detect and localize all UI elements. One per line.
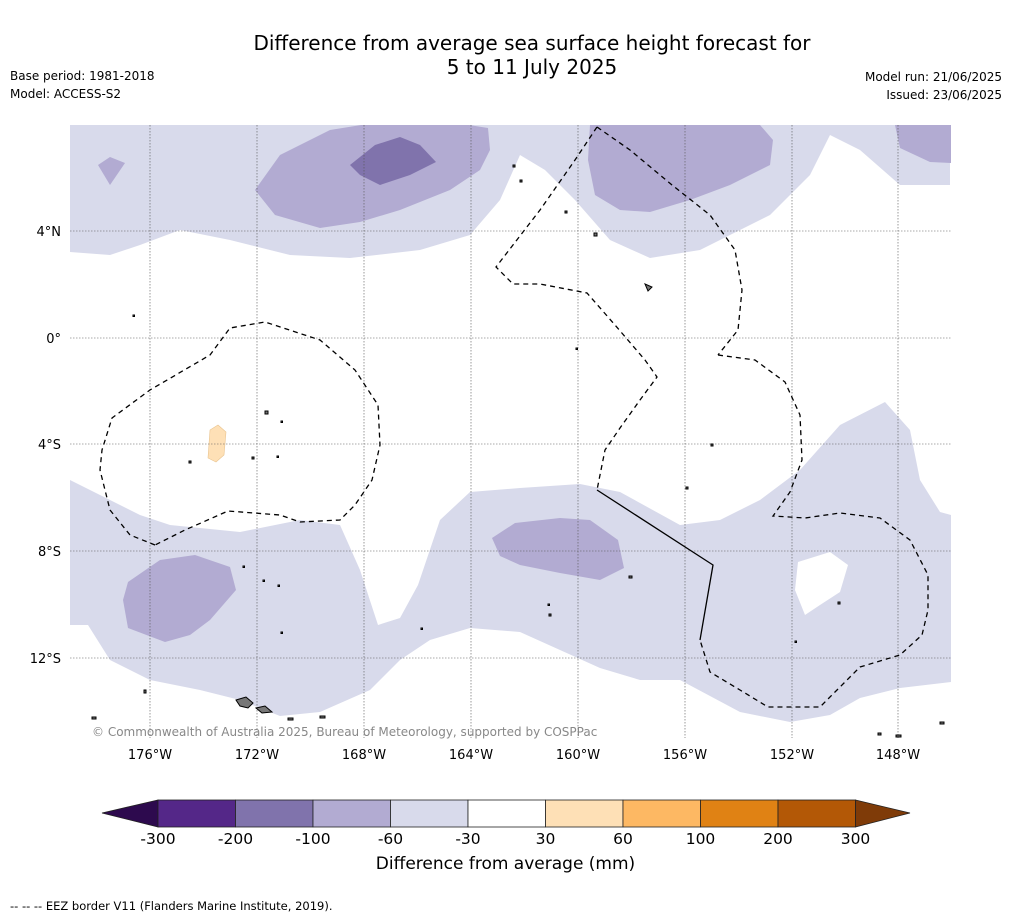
lon-labels: 176°W 172°W 168°W 164°W 160°W 156°W 152°… bbox=[128, 748, 920, 763]
model-run: Model run: 21/06/2025 bbox=[864, 70, 1002, 84]
lat-label: 0° bbox=[46, 332, 61, 347]
right-metadata: Model run: 21/06/2025 Issued: 23/06/2025 bbox=[865, 68, 1002, 104]
issued-date: Issued: 23/06/2025 bbox=[886, 88, 1002, 102]
lon-label: 152°W bbox=[770, 748, 814, 763]
islands bbox=[91, 164, 945, 738]
contour-positive bbox=[207, 424, 227, 463]
contour-mid-c bbox=[895, 125, 951, 163]
lon-label: 148°W bbox=[876, 748, 920, 763]
copyright-notice: © Commonwealth of Australia 2025, Bureau… bbox=[92, 725, 597, 739]
colorbar-segment bbox=[157, 799, 236, 828]
colorbar-tick: -30 bbox=[455, 830, 480, 848]
eez-border-solid bbox=[596, 489, 714, 641]
contour-mid-d bbox=[98, 157, 125, 185]
contour-dark bbox=[350, 137, 436, 185]
sea-height-contours bbox=[70, 125, 951, 722]
colorbar-segment bbox=[622, 799, 701, 828]
model-name: Model: ACCESS-S2 bbox=[10, 87, 122, 101]
lon-label: 176°W bbox=[128, 748, 172, 763]
colorbar-segment bbox=[467, 799, 546, 828]
eez-border-central bbox=[596, 126, 743, 356]
lat-label: 8°S bbox=[38, 545, 61, 560]
lat-label: 4°S bbox=[38, 438, 61, 453]
colorbar-tick: -100 bbox=[295, 830, 330, 848]
eez-border-west bbox=[99, 321, 381, 546]
colorbar-extend-low bbox=[101, 799, 159, 828]
colorbar-extend-high bbox=[855, 799, 911, 828]
colorbar bbox=[101, 799, 911, 828]
lat-label: 4°N bbox=[37, 225, 62, 240]
colorbar-tick: -60 bbox=[378, 830, 403, 848]
island-large-b bbox=[254, 705, 274, 714]
contour-hole bbox=[795, 552, 848, 615]
colorbar-tick: 30 bbox=[536, 830, 556, 848]
left-metadata: Base period: 1981-2018 Model: ACCESS-S2 bbox=[10, 67, 155, 103]
contour-mid-e bbox=[123, 555, 236, 642]
contour-mid-f bbox=[492, 518, 624, 580]
lon-label: 164°W bbox=[449, 748, 493, 763]
eez-border-east bbox=[699, 354, 929, 708]
colorbar-ticks: -300 -200 -100 -60 -30 30 60 100 200 300 bbox=[140, 830, 870, 848]
colorbar-tick: 300 bbox=[841, 830, 871, 848]
title-line-2: 5 to 11 July 2025 bbox=[446, 55, 618, 79]
colorbar-segment bbox=[545, 799, 624, 828]
colorbar-segment bbox=[777, 799, 856, 828]
colorbar-segment bbox=[700, 799, 779, 828]
title-line-1: Difference from average sea surface heig… bbox=[253, 31, 811, 55]
lon-label: 172°W bbox=[235, 748, 279, 763]
colorbar-label: Difference from average (mm) bbox=[375, 854, 636, 874]
eez-footnote: -- -- -- EEZ border V11 (Flanders Marine… bbox=[10, 899, 333, 913]
island-large-a bbox=[235, 696, 254, 709]
contour-mid-b bbox=[588, 125, 773, 212]
map-title: Difference from average sea surface heig… bbox=[0, 31, 1011, 79]
lat-labels: 4°N 0° 4°S 8°S 12°S bbox=[30, 225, 61, 667]
colorbar-tick: 100 bbox=[686, 830, 716, 848]
lon-label: 156°W bbox=[663, 748, 707, 763]
eez-border-central-2 bbox=[495, 126, 658, 491]
colorbar-segment bbox=[312, 799, 391, 828]
lat-label: 12°S bbox=[30, 652, 61, 667]
base-period: Base period: 1981-2018 bbox=[10, 69, 155, 83]
colorbar-tick: -300 bbox=[140, 830, 175, 848]
colorbar-tick: 60 bbox=[613, 830, 633, 848]
lon-label: 160°W bbox=[556, 748, 600, 763]
colorbar-segment bbox=[390, 799, 469, 828]
eez-borders bbox=[99, 126, 929, 708]
contour-south-light bbox=[70, 402, 951, 722]
colorbar-segment bbox=[235, 799, 314, 828]
lon-gridlines bbox=[149, 125, 899, 738]
colorbar-tick: -200 bbox=[218, 830, 253, 848]
lon-label: 168°W bbox=[342, 748, 386, 763]
colorbar-tick: 200 bbox=[763, 830, 793, 848]
